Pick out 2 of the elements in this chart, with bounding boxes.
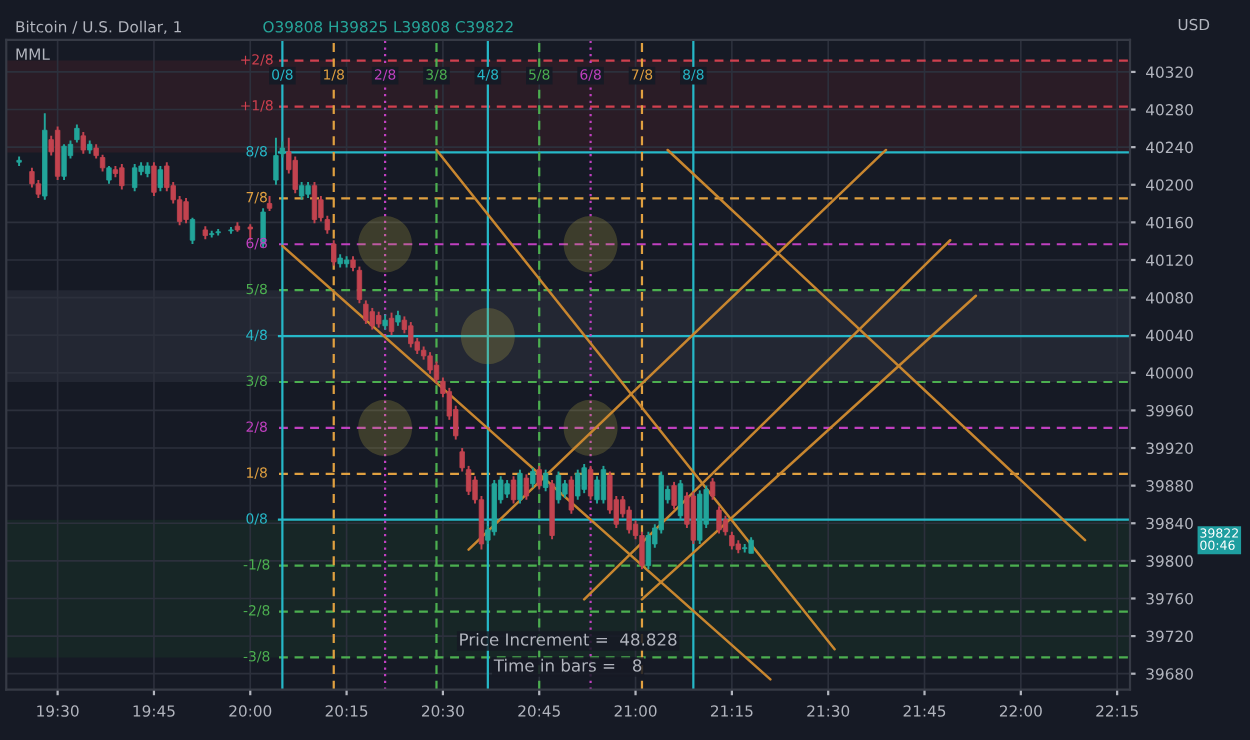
- annotation: Time in bars = 8: [493, 658, 642, 672]
- annotation: Price Increment = 48.828: [460, 632, 677, 646]
